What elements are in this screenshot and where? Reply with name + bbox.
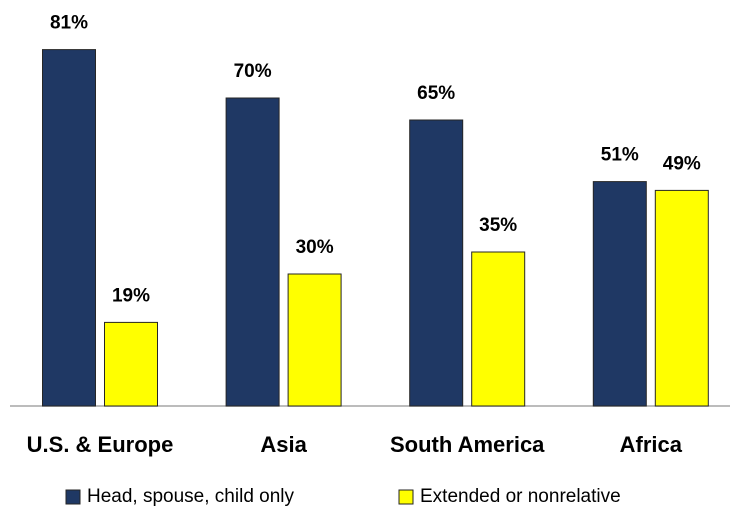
value-label: 65% [417,83,455,104]
legend-label: Extended or nonrelative [420,486,621,507]
bar [287,273,342,407]
bar [225,97,280,407]
bar [42,49,96,407]
x-tick-label: U.S. & Europe [27,432,174,457]
value-label: 35% [479,215,517,236]
bar [592,181,647,407]
x-tick-label: South America [390,432,545,457]
value-label: 81% [50,13,88,34]
bar [471,251,526,407]
legend-swatch [65,489,81,505]
legend-swatch [398,489,414,505]
value-label: 51% [601,145,639,166]
x-tick-label: Asia [260,432,307,457]
value-label: 30% [296,237,334,258]
bar [104,321,158,407]
value-label: 49% [663,153,701,174]
x-tick-label: Africa [620,432,683,457]
bar [409,119,464,407]
legend-label: Head, spouse, child only [87,486,295,507]
value-label: 70% [234,61,272,82]
value-label: 19% [112,285,150,306]
bar [654,189,709,407]
